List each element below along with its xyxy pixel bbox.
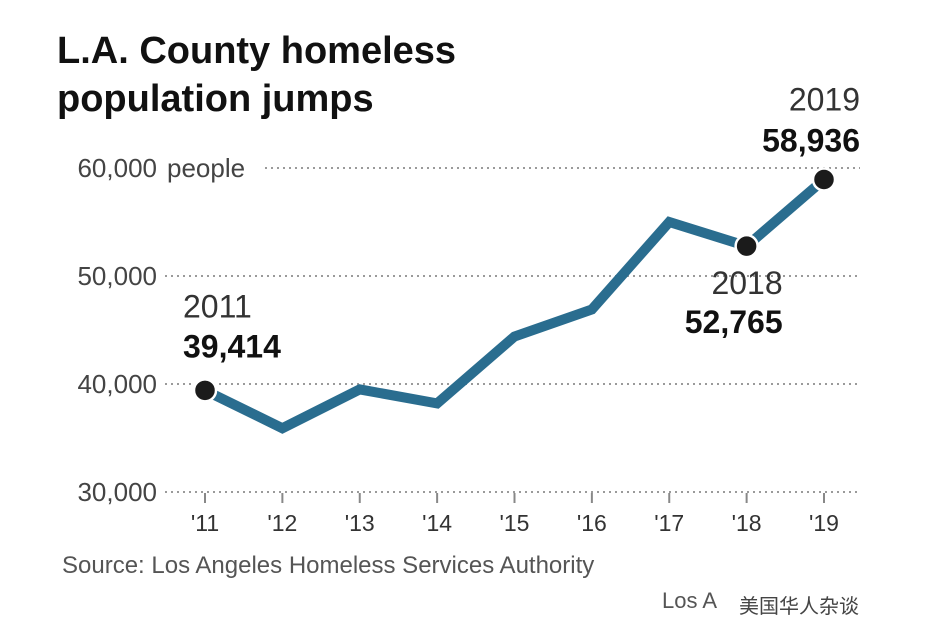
- watermark-text: 美国华人杂谈: [735, 590, 863, 619]
- annotation-value: 58,936: [762, 122, 860, 158]
- annotation-year: 2018: [711, 265, 782, 301]
- data-point-marker: [811, 167, 837, 192]
- series-line-homeless: [202, 175, 828, 434]
- x-tick-label: '12: [267, 510, 297, 536]
- source-note: Source: Los Angeles Homeless Services Au…: [62, 552, 595, 579]
- x-tick-label: '14: [422, 510, 452, 536]
- x-tick-label: '13: [345, 510, 375, 536]
- y-tick-label: 60,000: [77, 153, 157, 183]
- annotation-year: 2011: [183, 288, 252, 324]
- x-tick-label: '19: [809, 510, 839, 536]
- y-axis-ticks: 30,000 40,000 50,000 60,000 people: [77, 153, 245, 507]
- x-tick-label: '15: [500, 510, 530, 536]
- data-point-marker: [734, 233, 759, 259]
- x-tick-label: '18: [732, 510, 762, 536]
- series-line: [202, 175, 828, 434]
- annotation-value: 39,414: [183, 328, 281, 364]
- data-points: [192, 167, 837, 403]
- x-tick-label: '17: [654, 510, 684, 536]
- y-tick-label: 30,000: [77, 477, 157, 507]
- chart-title: L.A. County homeless population jumps: [57, 30, 457, 120]
- y-tick-label: 40,000: [77, 369, 157, 399]
- annotation-value: 52,765: [685, 304, 783, 340]
- y-unit-label: people: [167, 153, 245, 183]
- x-tick-label: '11: [191, 510, 219, 536]
- gridlines: [165, 167, 860, 493]
- y-tick-label: 50,000: [77, 261, 157, 291]
- data-point-marker: [192, 378, 218, 403]
- x-tick-label: '16: [577, 510, 607, 536]
- annotation-year: 2019: [789, 81, 860, 117]
- credit-note: Los A: [662, 588, 718, 613]
- x-axis-ticks: '11 '12 '13 '14 '15 '16 '17 '18 '19: [191, 493, 839, 536]
